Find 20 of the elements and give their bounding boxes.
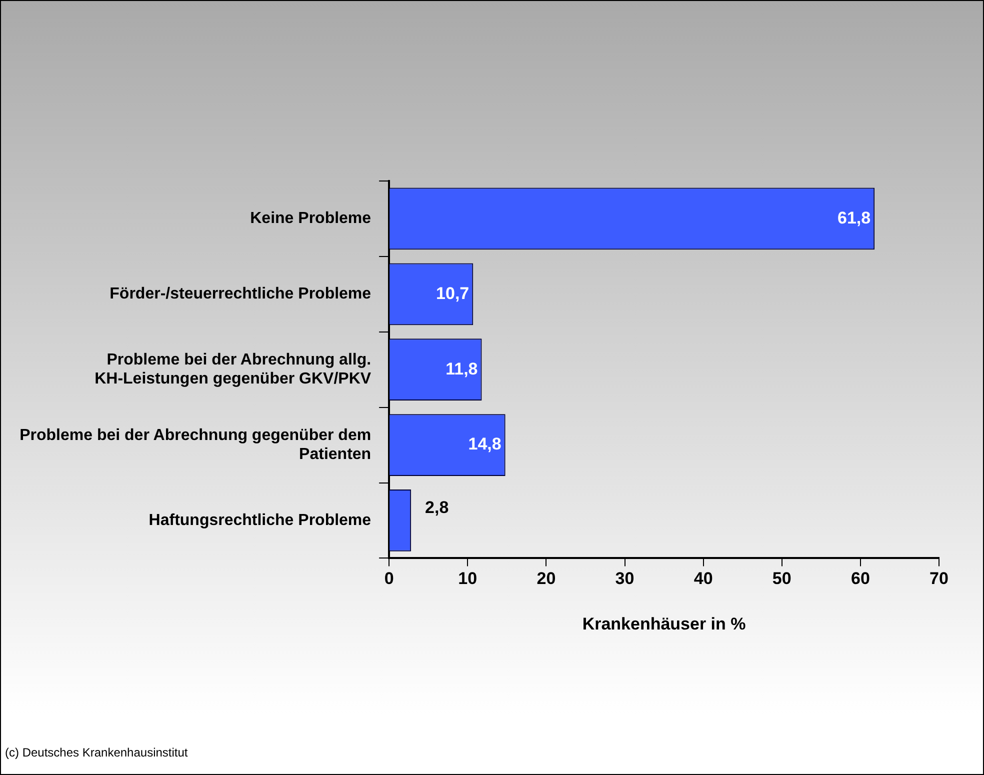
x-tick-label: 70 xyxy=(930,569,948,588)
text: (c) Deutsches Krankenhausinstitut xyxy=(5,745,188,760)
data-label: 61,8 xyxy=(837,208,871,228)
data-label: 14,8 xyxy=(468,434,502,454)
x-tick-label: 0 xyxy=(384,569,394,588)
data-label: 11,8 xyxy=(446,359,478,378)
x-tick-label: 40 xyxy=(694,569,713,588)
x-tick-label: 60 xyxy=(850,569,870,588)
x-tick-label: 50 xyxy=(772,569,792,588)
data-label: 2,8 xyxy=(425,498,449,518)
y-tick-label: Probleme bei der Abrechnung allg. KH-Leistungen gegenüber GKV/PKV xyxy=(94,351,372,388)
data-label: 10,7 xyxy=(436,284,470,303)
x-tick-label: 30 xyxy=(615,569,634,588)
y-tick-label: Keine Probleme xyxy=(250,210,372,228)
y-tick-label: Haftungsrechtliche Probleme xyxy=(148,512,372,529)
x-axis-title: Krankenhäuser in % xyxy=(582,614,746,634)
y-tick-label: Förder-/steuerrechtliche Probleme xyxy=(110,286,372,303)
x-tick-label: 10 xyxy=(458,569,478,588)
x-tick-label: 20 xyxy=(536,569,556,588)
y-tick-label: Probleme bei der Abrechnung gegenüber dem Patienten xyxy=(20,426,372,464)
